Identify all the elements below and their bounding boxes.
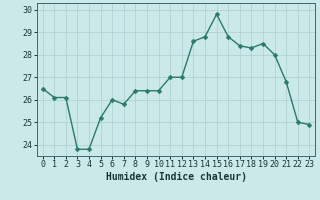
X-axis label: Humidex (Indice chaleur): Humidex (Indice chaleur) <box>106 172 246 182</box>
